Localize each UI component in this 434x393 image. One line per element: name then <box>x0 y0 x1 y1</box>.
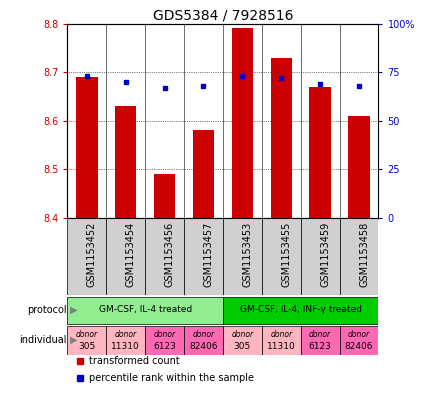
Bar <box>115 106 136 218</box>
Bar <box>300 218 339 295</box>
Text: 305: 305 <box>78 342 95 351</box>
Text: GSM1153454: GSM1153454 <box>125 222 135 287</box>
Text: GSM1153453: GSM1153453 <box>242 222 252 287</box>
Text: percentile rank within the sample: percentile rank within the sample <box>89 373 253 384</box>
Text: GSM1153452: GSM1153452 <box>87 222 97 287</box>
Text: GSM1153457: GSM1153457 <box>203 222 213 287</box>
Text: protocol: protocol <box>27 305 67 315</box>
Text: donor: donor <box>192 330 214 339</box>
Bar <box>222 297 378 324</box>
Bar <box>145 218 184 295</box>
Text: GM-CSF, IL-4 treated: GM-CSF, IL-4 treated <box>99 305 191 314</box>
Bar <box>348 116 369 218</box>
Text: 82406: 82406 <box>344 342 372 351</box>
Bar <box>300 326 339 354</box>
Text: 11310: 11310 <box>266 342 295 351</box>
Text: individual: individual <box>20 335 67 345</box>
Bar <box>231 28 253 218</box>
Text: donor: donor <box>270 330 292 339</box>
Bar <box>145 326 184 354</box>
Bar <box>154 174 175 218</box>
Text: ▶: ▶ <box>67 335 78 345</box>
Bar <box>339 218 378 295</box>
Text: donor: donor <box>115 330 136 339</box>
Text: 82406: 82406 <box>189 342 217 351</box>
Bar <box>67 218 106 295</box>
Bar <box>184 326 222 354</box>
Text: GM-CSF, IL-4, INF-γ treated: GM-CSF, IL-4, INF-γ treated <box>239 305 361 314</box>
Bar <box>270 57 291 218</box>
Text: 11310: 11310 <box>111 342 140 351</box>
Text: donor: donor <box>347 330 369 339</box>
Text: donor: donor <box>309 330 330 339</box>
Bar <box>67 297 222 324</box>
Text: 305: 305 <box>233 342 250 351</box>
Text: ▶: ▶ <box>67 305 78 315</box>
Bar <box>106 218 145 295</box>
Bar <box>309 87 330 218</box>
Bar <box>67 326 106 354</box>
Bar <box>184 218 222 295</box>
Text: GSM1153456: GSM1153456 <box>164 222 174 287</box>
Bar <box>261 218 300 295</box>
Bar <box>76 77 97 218</box>
Bar <box>261 326 300 354</box>
Title: GDS5384 / 7928516: GDS5384 / 7928516 <box>152 8 293 22</box>
Bar <box>222 326 261 354</box>
Text: donor: donor <box>76 330 98 339</box>
Bar <box>192 130 214 218</box>
Bar <box>222 218 261 295</box>
Bar <box>339 326 378 354</box>
Bar <box>106 326 145 354</box>
Text: GSM1153459: GSM1153459 <box>319 222 329 287</box>
Text: donor: donor <box>153 330 175 339</box>
Text: GSM1153458: GSM1153458 <box>358 222 368 287</box>
Text: 6123: 6123 <box>153 342 176 351</box>
Text: GSM1153455: GSM1153455 <box>281 222 291 287</box>
Text: donor: donor <box>231 330 253 339</box>
Text: 6123: 6123 <box>308 342 331 351</box>
Text: transformed count: transformed count <box>89 356 180 366</box>
